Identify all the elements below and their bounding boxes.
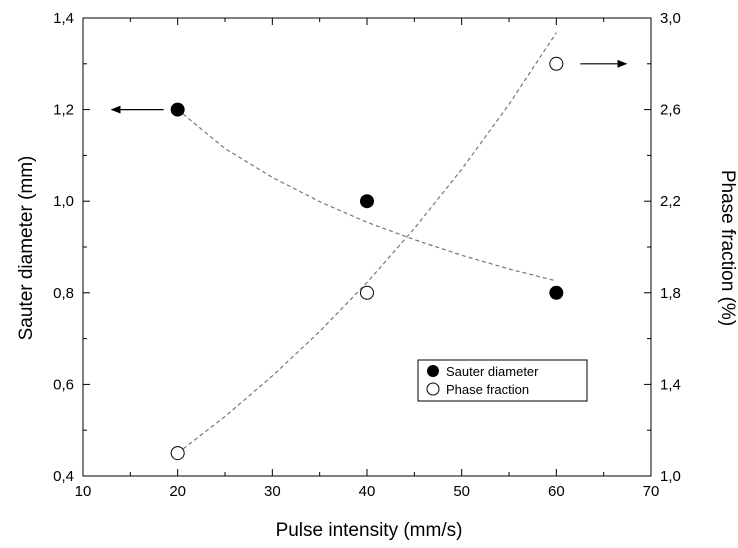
trend-line-0 bbox=[177, 109, 557, 282]
phase-fraction-point bbox=[549, 56, 564, 71]
left-tick-label: 1,2 bbox=[53, 102, 74, 119]
x-tick-label: 20 bbox=[169, 483, 186, 500]
x-tick-label: 60 bbox=[548, 483, 565, 500]
legend-label-sauter-diameter: Sauter diameter bbox=[446, 364, 539, 379]
x-tick-label: 30 bbox=[264, 483, 281, 500]
x-axis-title: Pulse intensity (mm/s) bbox=[276, 520, 463, 541]
sauter-diameter-point bbox=[360, 194, 374, 209]
left-tick-label: 0,8 bbox=[53, 285, 74, 302]
plot-frame bbox=[82, 17, 652, 477]
x-tick-label: 10 bbox=[75, 483, 92, 500]
phase-fraction-point bbox=[170, 446, 185, 461]
sauter-diameter-point bbox=[170, 102, 185, 117]
right-tick-label: 1,0 bbox=[660, 468, 681, 485]
sauter-diameter-point bbox=[549, 285, 564, 300]
legend-marker-phase-fraction bbox=[426, 382, 440, 396]
legend-box bbox=[417, 359, 588, 402]
right-axis-title: Phase fraction (%) bbox=[717, 170, 738, 326]
right-tick-label: 2,2 bbox=[660, 193, 681, 210]
legend: Sauter diameter Phase fraction bbox=[417, 359, 588, 402]
right-tick-label: 1,8 bbox=[660, 285, 681, 302]
x-tick-label: 40 bbox=[359, 483, 376, 500]
legend-label-phase-fraction: Phase fraction bbox=[446, 382, 529, 397]
x-tick-label: 50 bbox=[453, 483, 470, 500]
phase-fraction-point bbox=[360, 285, 374, 300]
left-tick-label: 0,4 bbox=[53, 468, 74, 485]
right-tick-label: 2,6 bbox=[660, 102, 681, 119]
left-tick-label: 1,4 bbox=[53, 10, 74, 27]
right-tick-label: 1,4 bbox=[660, 376, 681, 393]
plot-area: 10 20 30 40 50 60 70 0,4 0,6 0,8 1,0 1,2 1,4 1,0 1,4 1,… bbox=[53, 10, 681, 500]
x-tick-label: 70 bbox=[643, 483, 660, 500]
trend-line-1 bbox=[177, 32, 557, 454]
legend-marker-sauter-diameter bbox=[427, 365, 439, 377]
left-tick-label: 1,0 bbox=[53, 193, 74, 210]
left-axis-title: Sauter diameter (mm) bbox=[16, 156, 37, 341]
left-tick-label: 0,6 bbox=[53, 376, 74, 393]
right-tick-label: 3,0 bbox=[660, 10, 681, 27]
